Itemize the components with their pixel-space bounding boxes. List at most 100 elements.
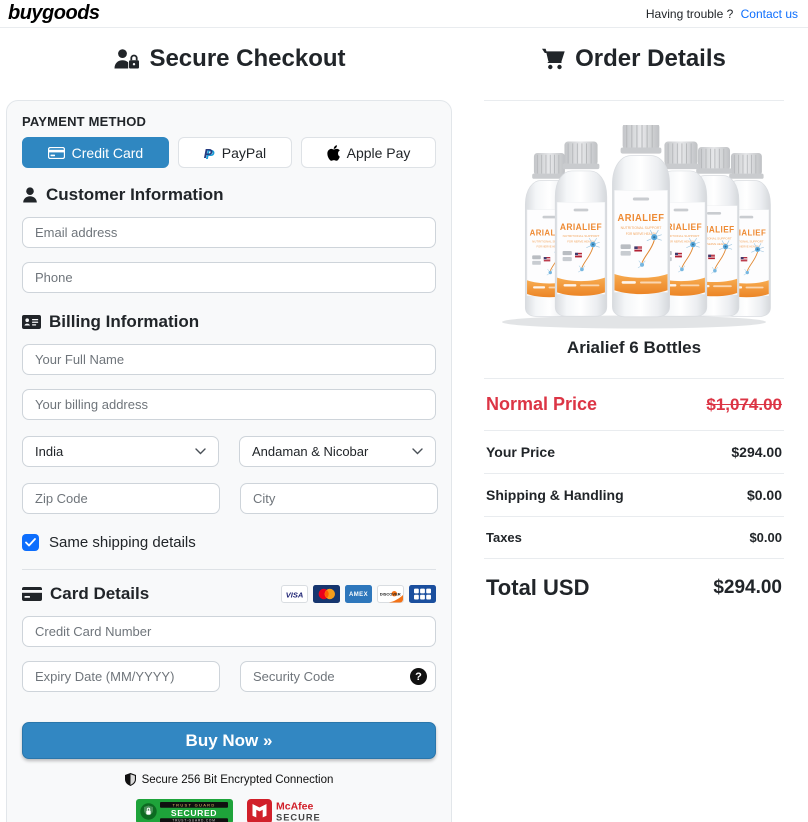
buygoods-logo: buygoods (8, 2, 100, 24)
total-row: Total USD $294.00 (484, 558, 784, 617)
user-lock-icon (114, 49, 140, 69)
shipping-row: Shipping & Handling $0.00 (484, 473, 784, 516)
zip-city-row (22, 483, 438, 514)
discover-icon: DISCOVER (377, 585, 404, 603)
accepted-cards: VISA AMEX (281, 585, 436, 603)
expiry-date-field[interactable] (22, 661, 220, 692)
country-select-value: India (35, 444, 64, 459)
product-image-wrap: ARIALIEF NUTRITIONAL SUPPORT FOR NERVE H… (484, 125, 784, 330)
phone-field[interactable] (22, 262, 436, 293)
card-details-heading-text: Card Details (50, 584, 150, 603)
full-name-field[interactable] (22, 344, 436, 375)
order-title-text: Order Details (575, 45, 726, 72)
apple-icon (326, 144, 340, 161)
tab-credit-card-label: Credit Card (71, 144, 144, 161)
taxes-value: $0.00 (749, 530, 782, 545)
same-shipping-row: Same shipping details (22, 534, 436, 551)
mcafee-secure-badge: McAfee SECURE (246, 799, 321, 822)
state-select[interactable]: Andaman & Nicobar (239, 436, 436, 467)
payment-card-panel: PAYMENT METHOD Credit Card P P PayPal (6, 100, 452, 822)
credit-card-icon (22, 587, 42, 601)
tab-paypal[interactable]: P P PayPal (177, 137, 293, 168)
security-code-wrap: ? (240, 661, 436, 692)
taxes-label: Taxes (486, 530, 522, 545)
expiry-security-row: ? (22, 661, 436, 692)
svg-text:McAfee: McAfee (276, 801, 314, 813)
shipping-label: Shipping & Handling (486, 487, 624, 503)
cart-icon (542, 48, 565, 70)
security-code-field[interactable] (240, 661, 436, 692)
security-badges: TRUST GUARD SECURED TRUST-GUARD.COM McAf… (22, 799, 436, 822)
secure-checkout-title: Secure Checkout (0, 45, 460, 73)
keypad-cards-icon (409, 585, 436, 603)
trust-guard-badge: TRUST GUARD SECURED TRUST-GUARD.COM (135, 799, 233, 822)
top-bar: buygoods Having trouble ? Contact us (0, 0, 808, 28)
checkout-title-text: Secure Checkout (149, 45, 346, 72)
secure-connection-note: Secure 256 Bit Encrypted Connection (22, 773, 436, 786)
your-price-row: Your Price $294.00 (484, 430, 784, 473)
person-icon (23, 187, 37, 203)
svg-text:AMEX: AMEX (349, 592, 368, 598)
order-details-title: Order Details (484, 45, 784, 73)
order-column: Order Details (460, 28, 808, 822)
country-state-row: India Andaman & Nicobar (22, 436, 436, 467)
svg-text:VISA: VISA (286, 590, 304, 599)
order-divider (484, 100, 784, 101)
amex-icon: AMEX (345, 585, 372, 603)
card-details-header-row: Card Details VISA AMEX (22, 584, 436, 604)
normal-price-row: Normal Price $1,074.00 (484, 378, 784, 430)
buy-now-button[interactable]: Buy Now » (22, 722, 436, 759)
paypal-icon: P P (203, 145, 215, 162)
payment-method-label: PAYMENT METHOD (22, 114, 147, 129)
svg-text:SECURED: SECURED (170, 808, 216, 818)
help-text: Having trouble ? Contact us (646, 7, 798, 21)
payment-method-tabs: Credit Card P P PayPal Apple Pay (22, 137, 437, 168)
main-content: Secure Checkout PAYMENT METHOD Credit Ca… (0, 28, 808, 822)
svg-text:TRUST-GUARD.COM: TRUST-GUARD.COM (172, 819, 215, 822)
email-field[interactable] (22, 217, 436, 248)
zip-code-field[interactable] (22, 483, 220, 514)
your-price-value: $294.00 (731, 444, 782, 460)
contact-us-link[interactable]: Contact us (740, 6, 798, 21)
product-image: ARIALIEF NUTRITIONAL SUPPORT FOR NERVE H… (502, 125, 771, 329)
section-divider (22, 569, 436, 570)
having-trouble-text: Having trouble ? (645, 6, 734, 21)
shield-icon (124, 773, 136, 786)
billing-info-heading: Billing Information (22, 312, 436, 332)
tab-apple-pay-label: Apple Pay (346, 144, 411, 161)
customer-info-heading: Customer Information (22, 185, 436, 205)
security-help-icon[interactable]: ? (410, 668, 427, 685)
mastercard-icon (313, 585, 340, 603)
customer-info-heading-text: Customer Information (46, 185, 224, 204)
product-name: Arialief 6 Bottles (566, 338, 702, 357)
card-details-heading: Card Details (22, 584, 149, 604)
svg-text:DISCOVER: DISCOVER (380, 591, 401, 596)
city-field[interactable] (240, 483, 438, 514)
country-select[interactable]: India (22, 436, 219, 467)
check-icon (25, 538, 36, 547)
checkout-column: Secure Checkout PAYMENT METHOD Credit Ca… (0, 28, 460, 822)
billing-info-heading-text: Billing Information (49, 312, 200, 331)
tab-paypal-label: PayPal (221, 144, 267, 161)
total-label: Total USD (486, 575, 590, 600)
taxes-row: Taxes $0.00 (484, 516, 784, 558)
your-price-label: Your Price (486, 444, 555, 460)
state-select-value: Andaman & Nicobar (252, 444, 369, 459)
billing-address-field[interactable] (22, 389, 436, 420)
tab-credit-card[interactable]: Credit Card (22, 137, 169, 168)
same-shipping-label: Same shipping details (49, 534, 196, 551)
tab-apple-pay[interactable]: Apple Pay (301, 137, 437, 168)
chevron-down-icon (412, 448, 423, 455)
svg-text:SECURE: SECURE (276, 813, 321, 822)
visa-icon: VISA (281, 585, 308, 603)
normal-price-value: $1,074.00 (706, 394, 782, 414)
chevron-down-icon (195, 448, 206, 455)
secure-note-text: Secure 256 Bit Encrypted Connection (141, 773, 334, 786)
shipping-value: $0.00 (746, 487, 782, 503)
credit-card-icon (47, 146, 65, 159)
total-value: $294.00 (713, 577, 782, 598)
card-number-field[interactable] (22, 616, 436, 647)
same-shipping-checkbox[interactable] (22, 534, 39, 551)
normal-price-label: Normal Price (486, 394, 598, 414)
id-card-icon (22, 315, 41, 329)
